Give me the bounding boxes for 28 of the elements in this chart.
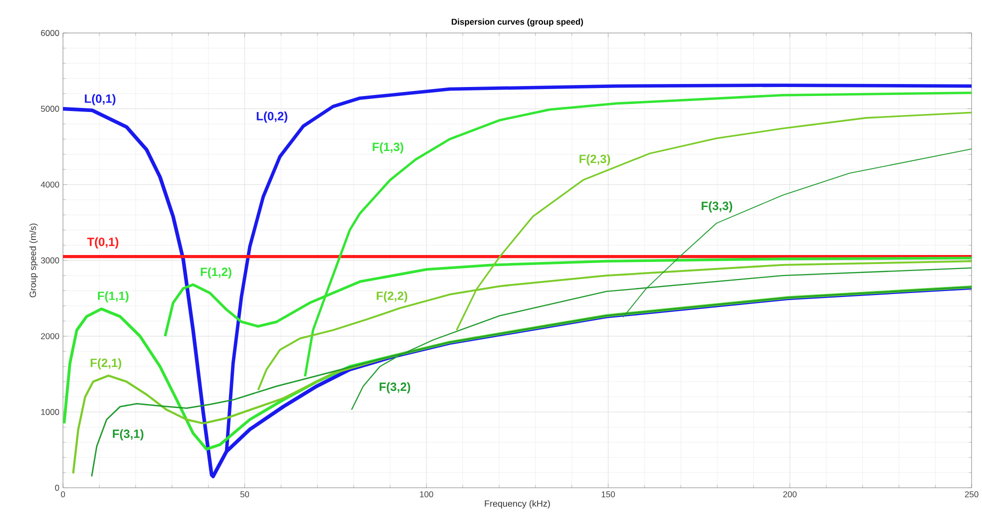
chart-title: Dispersion curves (group speed) — [452, 18, 583, 27]
series-label: F(3,1) — [112, 429, 144, 440]
series-label: F(1,2) — [200, 267, 232, 279]
y-tick-label: 6000 — [41, 30, 60, 36]
x-axis-title: Frequency (kHz) — [484, 500, 550, 509]
series-label: F(2,1) — [90, 358, 122, 370]
x-tick-label: 100 — [420, 491, 434, 498]
series-label: F(2,2) — [376, 291, 408, 303]
y-tick-label: 0 — [55, 484, 60, 491]
series-label: F(2,3) — [580, 154, 610, 166]
y-tick-label: 1000 — [41, 409, 60, 416]
series-label: F(1,1) — [98, 291, 128, 303]
x-tick-label: 250 — [964, 491, 978, 498]
y-tick-label: 4000 — [40, 182, 60, 188]
x-tick-label: 200 — [783, 491, 797, 498]
y-tick-label: 2000 — [41, 333, 60, 340]
x-tick-label: 0 — [60, 491, 65, 498]
y-axis-title: Group speed (m/s) — [29, 224, 38, 298]
series-label: L(0,1) — [84, 94, 116, 106]
series-label: L(0,2) — [256, 112, 288, 123]
y-tick-label: 5000 — [40, 106, 60, 112]
series-label: F(1,3) — [372, 142, 404, 154]
series-label: T(0,1) — [87, 237, 118, 249]
x-tick-label: 50 — [240, 491, 250, 498]
y-tick-label: 3000 — [40, 258, 60, 264]
series-label: F(3,2) — [380, 382, 410, 394]
x-tick-label: 150 — [602, 491, 615, 498]
series-label: F(3,3) — [702, 201, 732, 213]
